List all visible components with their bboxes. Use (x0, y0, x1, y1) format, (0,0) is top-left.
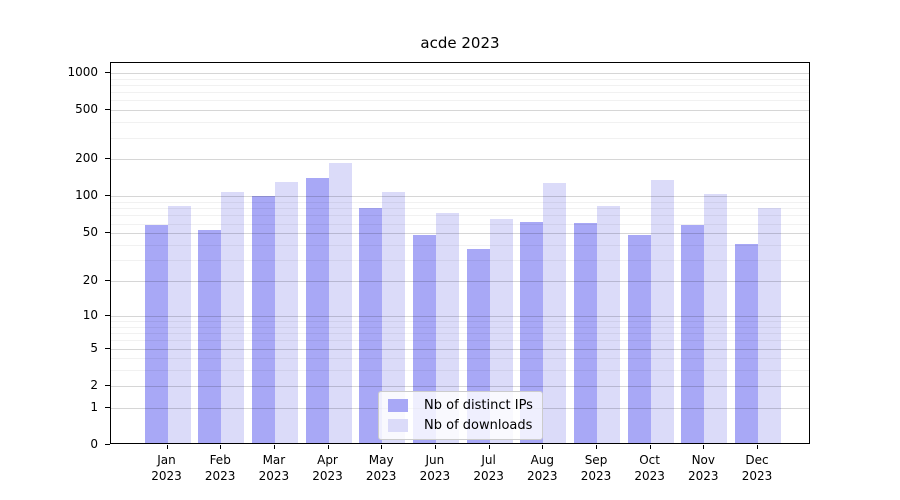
bar-distinct-ips-may (359, 207, 383, 443)
ytick-mark-50 (105, 232, 110, 234)
ytick-mark-1 (105, 406, 110, 408)
bar-downloads-dec (758, 208, 781, 443)
ytick-mark-0 (105, 444, 110, 445)
ytick-mark-500 (105, 109, 110, 111)
bar-downloads-aug (543, 183, 567, 443)
bar-downloads-mar (274, 181, 298, 443)
bar-distinct-ips-dec (735, 244, 758, 443)
legend-swatch-distinct-ips (388, 399, 408, 412)
xtick-label-jan: Jan 2023 (151, 453, 182, 483)
legend: Nb of distinct IPs Nb of downloads (378, 391, 543, 440)
chart-title: acde 2023 (420, 34, 500, 52)
ytick-label-1: 1 (90, 399, 98, 414)
bar-downloads-may (382, 192, 406, 443)
ytick-mark-1000 (105, 71, 110, 73)
xtick-mark-apr (327, 445, 329, 449)
ytick-mark-20 (105, 280, 110, 281)
ytick-mark-5 (105, 347, 110, 349)
ytick-mark-200 (105, 158, 110, 160)
legend-row-downloads: Nb of downloads (388, 418, 533, 433)
xtick-mark-feb (220, 445, 222, 449)
xtick-mark-jul (488, 445, 490, 449)
ytick-mark-100 (105, 195, 110, 197)
ytick-label-20: 20 (82, 273, 98, 287)
bar-downloads-oct (650, 179, 674, 443)
bar-downloads-jun (435, 213, 459, 443)
xtick-mark-dec (757, 445, 758, 449)
xtick-label-dec: Dec 2023 (741, 453, 773, 483)
bar-distinct-ips-feb (198, 230, 222, 443)
xtick-label-oct: Oct 2023 (634, 453, 665, 483)
bar-distinct-ips-jan (144, 225, 168, 443)
bar-distinct-ips-sep (573, 223, 597, 443)
ytick-label-50: 50 (82, 225, 98, 240)
ytick-label-1000: 1000 (67, 64, 98, 79)
xtick-label-aug: Aug 2023 (527, 453, 558, 483)
xtick-mark-mar (273, 445, 275, 449)
bars-layer (111, 63, 809, 443)
bar-distinct-ips-mar (251, 195, 275, 443)
xtick-label-jul: Jul 2023 (473, 453, 504, 483)
xtick-mark-jan (166, 445, 168, 449)
xtick-mark-oct (649, 445, 651, 449)
xtick-label-may: May 2023 (365, 453, 397, 483)
ytick-label-0: 0 (90, 437, 98, 451)
legend-swatch-downloads (388, 419, 408, 432)
bar-downloads-nov (704, 193, 728, 443)
ytick-label-500: 500 (75, 102, 98, 117)
bar-downloads-jan (167, 206, 191, 443)
xtick-label-nov: Nov 2023 (688, 453, 719, 483)
ytick-label-10: 10 (82, 307, 98, 322)
bar-distinct-ips-oct (627, 234, 651, 443)
ytick-label-5: 5 (90, 340, 98, 355)
xtick-mark-nov (703, 445, 705, 449)
bar-downloads-jul (489, 219, 513, 443)
xtick-label-jun: Jun 2023 (419, 453, 451, 483)
ytick-label-200: 200 (75, 151, 98, 166)
ytick-mark-2 (105, 384, 110, 386)
xtick-label-sep: Sep 2023 (580, 453, 612, 483)
ytick-mark-10 (105, 314, 110, 316)
legend-row-distinct-ips: Nb of distinct IPs (388, 398, 533, 413)
bar-downloads-sep (596, 205, 620, 443)
bar-distinct-ips-jun (412, 234, 436, 443)
bar-distinct-ips-nov (681, 225, 705, 443)
ytick-label-2: 2 (90, 377, 98, 392)
legend-label-downloads: Nb of downloads (424, 418, 533, 433)
bar-downloads-apr (328, 162, 352, 443)
bar-distinct-ips-aug (520, 221, 544, 443)
bar-downloads-feb (221, 191, 245, 443)
xtick-mark-sep (596, 445, 597, 449)
xtick-mark-aug (542, 445, 544, 449)
xtick-label-apr: Apr 2023 (312, 453, 343, 483)
xtick-label-mar: Mar 2023 (258, 453, 290, 483)
legend-label-distinct-ips: Nb of distinct IPs (424, 398, 533, 413)
ytick-label-100: 100 (75, 188, 98, 203)
xtick-mark-may (381, 445, 383, 449)
bar-distinct-ips-apr (305, 177, 329, 443)
xtick-mark-jun (434, 445, 436, 449)
xtick-label-feb: Feb 2023 (204, 453, 236, 483)
plot-area (110, 62, 810, 444)
